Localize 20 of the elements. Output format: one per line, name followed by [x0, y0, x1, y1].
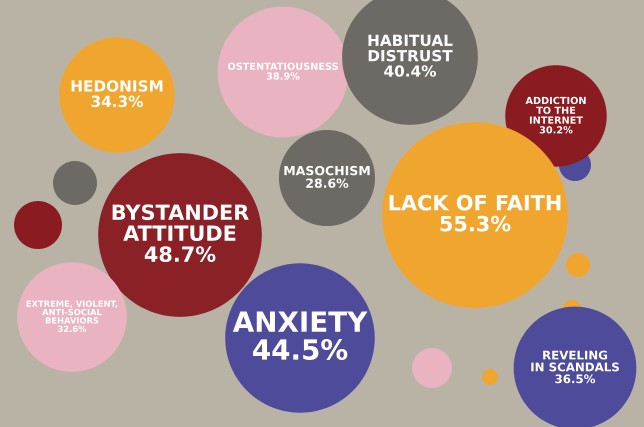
data-label: 55.3%: [440, 216, 510, 232]
category-label: EXTREME, VIOLENT, ANTI-SOCIAL BEHAVIORS: [26, 300, 118, 324]
category-label: LACK OF FAITH: [390, 194, 560, 211]
data-label: 30.2%: [540, 126, 573, 134]
category-label: ADDICTION TO THE INTERNET: [526, 96, 586, 124]
category-label: HEDONISM: [72, 80, 162, 92]
data-label: 38.9%: [266, 72, 300, 80]
data-label: 40.4%: [384, 65, 436, 77]
category-label: MASOCHISM: [284, 166, 370, 176]
category-label: BYSTANDER ATTITUDE: [112, 204, 249, 242]
data-label: 34.3%: [92, 96, 144, 108]
data-label: 32.6%: [58, 326, 86, 332]
data-label: 44.5%: [253, 339, 348, 360]
category-label: REVELING IN SCANDALS: [531, 350, 619, 372]
category-label: ANXIETY: [232, 311, 368, 332]
data-label: 48.7%: [144, 246, 216, 262]
category-label: OSTENTATIOUSNESS: [228, 62, 338, 70]
category-label: HABITUAL DISTRUST: [368, 34, 453, 62]
data-label: 28.6%: [306, 178, 348, 188]
data-label: 36.5%: [555, 374, 596, 384]
